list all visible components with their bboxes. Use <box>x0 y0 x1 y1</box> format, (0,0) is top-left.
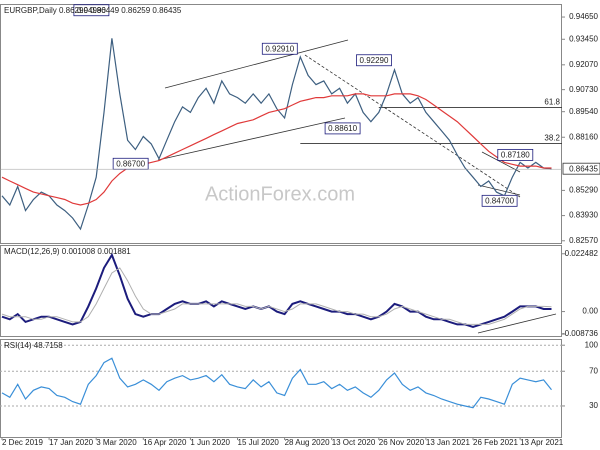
x-tick-label: 17 Jan 2020 <box>49 438 94 447</box>
x-tick-label: 26 Nov 2020 <box>379 438 425 447</box>
y-tick-label: 0.89540 <box>569 107 598 116</box>
panel-title: EURGBP,Daily 0.86290 0.86449 0.86259 0.8… <box>4 6 182 15</box>
annotation-box <box>497 148 534 161</box>
y-tick-label: 0.90730 <box>569 85 598 94</box>
annotation-label: 0.88610 <box>328 124 357 133</box>
wedge-line <box>481 151 521 173</box>
panel-title: RSI(14) 48.7158 <box>4 341 63 350</box>
y-tick-label: 0.00 <box>582 307 598 316</box>
y-tick-label: 0.022482 <box>565 249 599 258</box>
x-tick-label: 13 Oct 2020 <box>332 438 376 447</box>
x-tick-label: 2 Dec 2019 <box>2 438 43 447</box>
annotation-label: 0.84700 <box>485 196 514 205</box>
series-line <box>1 357 552 409</box>
y-tick-label: 0.93450 <box>569 34 598 43</box>
x-tick-label: 28 Aug 2020 <box>285 438 330 447</box>
annotation-box <box>481 194 518 207</box>
y-tick-label: 0.82570 <box>569 236 598 245</box>
y-tick-label: 70 <box>589 366 598 375</box>
x-tick-label: 16 Apr 2020 <box>143 438 187 447</box>
annotation-box <box>324 122 361 135</box>
wedge-line <box>477 184 521 196</box>
x-tick-label: 3 Mar 2020 <box>96 438 137 447</box>
y-tick-label: 0.88160 <box>569 132 598 141</box>
annotation-box <box>73 4 110 17</box>
y-tick-label: 0.85290 <box>569 186 598 195</box>
annotation-label: 0.86700 <box>116 159 145 168</box>
trend-line <box>304 54 521 198</box>
x-tick-label: 1 Jun 2020 <box>190 438 230 447</box>
series-line <box>1 267 552 325</box>
macd-frame <box>0 245 562 337</box>
y-tick-label: -0.008736 <box>562 329 599 338</box>
y-tick-label: 30 <box>589 401 598 410</box>
rsi-frame <box>0 339 562 438</box>
x-tick-label: 15 Jul 2020 <box>238 438 280 447</box>
y-tick-label: 0.92070 <box>569 60 598 69</box>
annotation-label: 0.92910 <box>265 44 294 53</box>
y-tick-label: 0.94650 <box>569 12 598 21</box>
series-line <box>1 252 552 329</box>
last-price-label: 0.86435 <box>569 164 598 173</box>
annotation-box <box>261 42 298 55</box>
series-line <box>1 93 552 206</box>
price-frame <box>0 4 562 244</box>
panel-title: MACD(12,26,9) 0.001008 0.001881 <box>4 247 131 256</box>
last-price-box <box>562 162 600 175</box>
y-tick-label: 100 <box>585 340 599 349</box>
x-tick-label: 26 Feb 2021 <box>473 438 518 447</box>
annotation-label: 0.92290 <box>360 56 389 65</box>
macd-trend-line <box>477 313 557 334</box>
y-tick-label: 0.83930 <box>569 211 598 220</box>
annotation-label: 0.87180 <box>501 151 530 160</box>
series-line <box>1 38 552 231</box>
annotation-label: 0.94990 <box>77 6 106 15</box>
fib-label: 38.2 <box>544 134 560 143</box>
x-tick-label: 13 Apr 2021 <box>520 438 564 447</box>
watermark: ActionForex.com <box>205 183 355 205</box>
channel-line <box>164 39 349 89</box>
channel-line <box>157 117 346 161</box>
x-tick-label: 13 Jan 2021 <box>426 438 471 447</box>
fib-label: 61.8 <box>544 98 560 107</box>
annotation-box <box>356 54 392 67</box>
